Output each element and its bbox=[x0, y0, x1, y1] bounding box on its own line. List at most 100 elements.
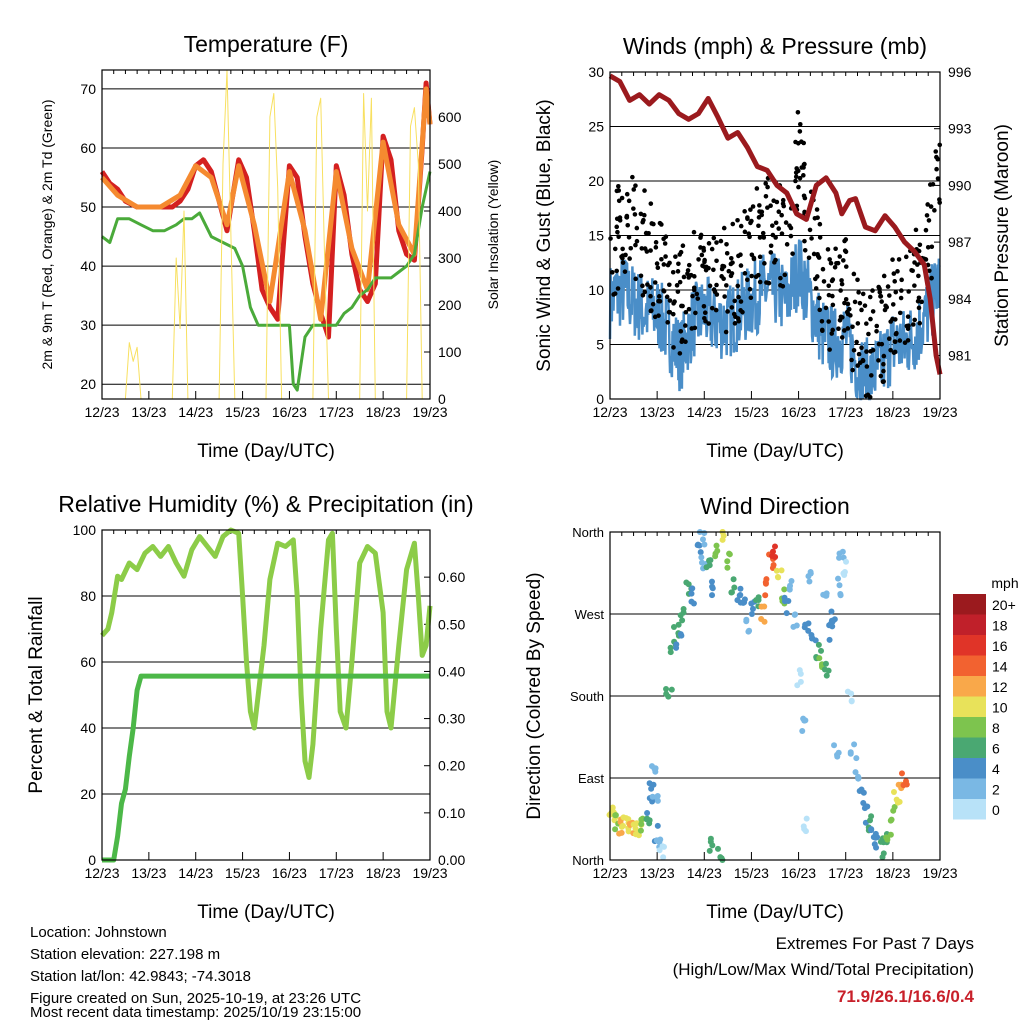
gust-point bbox=[829, 278, 835, 284]
gust-point bbox=[709, 305, 715, 311]
gust-point bbox=[614, 224, 620, 230]
y2-tick-label: 987 bbox=[948, 234, 972, 250]
gust-point bbox=[678, 249, 684, 255]
chart-title: Wind Direction bbox=[700, 493, 850, 519]
legend-label: 8 bbox=[992, 720, 1000, 736]
gust-point bbox=[863, 393, 869, 399]
direction-point bbox=[707, 557, 714, 564]
gust-point bbox=[729, 305, 735, 310]
gust-point bbox=[728, 255, 734, 261]
gust-point bbox=[797, 175, 803, 181]
gust-point bbox=[722, 294, 727, 299]
gust-point bbox=[696, 257, 701, 262]
gust-point bbox=[721, 276, 726, 281]
plot-frame bbox=[609, 71, 941, 400]
gust-point bbox=[867, 394, 873, 400]
y2-tick-label: 100 bbox=[438, 344, 462, 360]
gust-point bbox=[747, 234, 752, 240]
gust-point bbox=[699, 252, 705, 258]
direction-point bbox=[797, 670, 804, 677]
gust-point bbox=[704, 264, 709, 270]
gust-point bbox=[916, 295, 922, 301]
direction-point bbox=[694, 542, 701, 549]
direction-point bbox=[648, 763, 655, 770]
gust-point bbox=[929, 244, 935, 250]
direction-point bbox=[659, 843, 666, 850]
gust-point bbox=[644, 249, 650, 254]
direction-point bbox=[667, 644, 674, 651]
direction-point bbox=[668, 686, 675, 693]
direction-point bbox=[701, 541, 708, 548]
gust-point bbox=[747, 286, 753, 292]
extremes-title: Extremes For Past 7 Days bbox=[775, 934, 974, 953]
x-tick-label: 18/23 bbox=[875, 404, 910, 420]
direction-point bbox=[638, 821, 645, 828]
plot-frame bbox=[609, 531, 941, 861]
gust-point bbox=[638, 211, 644, 217]
gust-point bbox=[681, 274, 687, 280]
gust-point bbox=[610, 270, 615, 275]
direction-point bbox=[873, 844, 880, 851]
gust-point bbox=[860, 358, 866, 364]
gust-point bbox=[671, 345, 676, 350]
y-tick-label: South bbox=[570, 689, 604, 704]
gust-point bbox=[855, 321, 861, 326]
direction-point bbox=[769, 552, 776, 559]
direction-point bbox=[697, 549, 704, 556]
gust-point bbox=[841, 328, 847, 333]
direction-point bbox=[731, 584, 738, 591]
gust-point bbox=[856, 351, 862, 357]
gust-point bbox=[657, 220, 663, 226]
direction-point bbox=[879, 854, 886, 861]
direction-point bbox=[701, 529, 708, 536]
direction-point bbox=[616, 830, 623, 837]
gust-point bbox=[653, 240, 659, 245]
gust-point bbox=[675, 289, 681, 294]
gust-point bbox=[864, 364, 870, 369]
gust-point bbox=[817, 235, 823, 240]
x-tick-label: 14/23 bbox=[178, 865, 213, 881]
gust-point bbox=[728, 273, 734, 279]
gust-point bbox=[628, 245, 634, 251]
legend-label: 12 bbox=[992, 679, 1008, 695]
gust-point bbox=[765, 205, 770, 210]
gust-point bbox=[855, 277, 860, 283]
gust-point bbox=[738, 308, 743, 313]
direction-point bbox=[806, 578, 813, 585]
gust-point bbox=[730, 260, 735, 265]
gust-point bbox=[888, 347, 893, 353]
direction-point bbox=[625, 828, 632, 835]
gust-point bbox=[678, 328, 684, 334]
y-tick-label: 0 bbox=[596, 391, 604, 407]
gust-point bbox=[915, 298, 921, 304]
gust-point bbox=[830, 302, 836, 308]
gust-point bbox=[834, 261, 839, 266]
gust-point bbox=[735, 283, 741, 289]
gust-point bbox=[640, 219, 645, 225]
y-tick-label: West bbox=[575, 607, 605, 622]
legend-swatch bbox=[953, 778, 986, 799]
gust-point bbox=[714, 292, 720, 297]
gust-point bbox=[930, 181, 936, 187]
gust-point bbox=[773, 235, 778, 240]
gust-point bbox=[851, 271, 857, 277]
gust-point bbox=[833, 246, 838, 252]
gust-point bbox=[648, 293, 653, 299]
direction-point bbox=[828, 608, 835, 615]
x-tick-label: 19/23 bbox=[922, 404, 957, 420]
legend-swatch bbox=[953, 676, 986, 697]
x-tick-label: 12/23 bbox=[592, 404, 627, 420]
gust-point bbox=[903, 254, 909, 260]
gust-point bbox=[868, 349, 873, 354]
direction-point bbox=[788, 577, 795, 584]
x-tick-label: 16/23 bbox=[272, 404, 307, 420]
direction-point bbox=[761, 603, 768, 610]
x-tick-label: 18/23 bbox=[366, 404, 401, 420]
extremes-subtitle: (High/Low/Max Wind/Total Precipitation) bbox=[672, 960, 974, 979]
gust-point bbox=[698, 232, 704, 238]
gust-point bbox=[781, 203, 787, 209]
direction-point bbox=[728, 589, 735, 596]
gust-point bbox=[642, 188, 647, 193]
gust-point bbox=[731, 311, 737, 317]
gust-point bbox=[642, 212, 647, 218]
